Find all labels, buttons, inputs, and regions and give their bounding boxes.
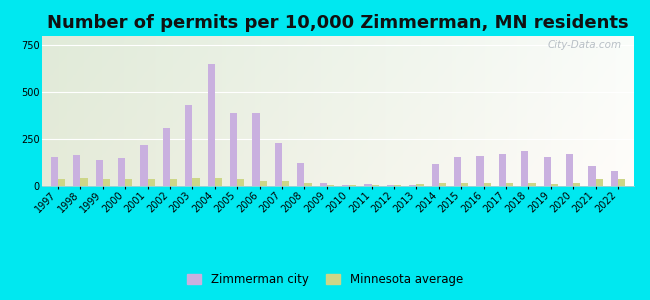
Bar: [521, 151, 528, 186]
Bar: [551, 184, 558, 186]
Bar: [543, 157, 551, 186]
Bar: [58, 178, 65, 186]
Bar: [81, 178, 88, 186]
Bar: [365, 184, 372, 186]
Bar: [140, 145, 148, 186]
Bar: [506, 183, 514, 186]
Bar: [611, 171, 618, 186]
Bar: [297, 163, 304, 186]
Bar: [595, 179, 603, 186]
Bar: [432, 164, 439, 186]
Bar: [148, 178, 155, 186]
Bar: [252, 113, 259, 186]
Bar: [566, 154, 573, 186]
Bar: [237, 178, 244, 186]
Bar: [192, 178, 200, 186]
Bar: [387, 184, 394, 186]
Bar: [125, 179, 133, 186]
Bar: [230, 113, 237, 186]
Bar: [484, 183, 491, 186]
Bar: [259, 181, 266, 186]
Bar: [618, 179, 625, 186]
Bar: [372, 184, 379, 186]
Bar: [103, 178, 110, 186]
Bar: [476, 156, 484, 186]
Bar: [214, 178, 222, 186]
Bar: [573, 183, 580, 186]
Bar: [73, 155, 81, 186]
Bar: [118, 158, 125, 186]
Title: Number of permits per 10,000 Zimmerman, MN residents: Number of permits per 10,000 Zimmerman, …: [47, 14, 629, 32]
Bar: [454, 157, 462, 186]
Bar: [207, 64, 214, 186]
Bar: [417, 184, 424, 186]
Bar: [304, 183, 311, 186]
Bar: [394, 184, 401, 186]
Bar: [185, 105, 192, 186]
Bar: [327, 184, 334, 186]
Bar: [282, 181, 289, 186]
Bar: [275, 143, 282, 186]
Bar: [349, 184, 356, 186]
Bar: [410, 184, 417, 186]
Bar: [588, 166, 595, 186]
Bar: [342, 184, 349, 186]
Bar: [51, 157, 58, 186]
Legend: Zimmerman city, Minnesota average: Zimmerman city, Minnesota average: [182, 269, 468, 291]
Text: City-Data.com: City-Data.com: [548, 40, 622, 50]
Bar: [320, 183, 327, 186]
Bar: [528, 183, 536, 186]
Bar: [499, 154, 506, 186]
Bar: [162, 128, 170, 186]
Bar: [439, 183, 446, 186]
Bar: [462, 183, 469, 186]
Bar: [96, 160, 103, 186]
Bar: [170, 178, 177, 186]
